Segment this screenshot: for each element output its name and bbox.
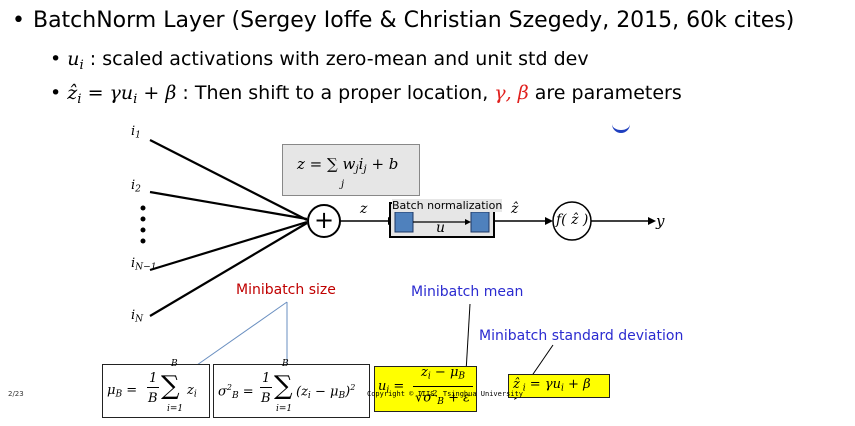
input-label-2: i2 — [131, 178, 141, 195]
sub-bullet-1: • ui : scaled activations with zero-mean… — [50, 48, 589, 73]
blue-mark — [612, 122, 630, 133]
variance-equation: σ2B = 1 B B ∑ i=1 (zi − μB)2 — [213, 359, 370, 418]
ellipsis-dot — [140, 205, 146, 211]
mean-equation: μB = 1 B B ∑ i=1 zi — [102, 359, 210, 418]
activation-label: f( ẑ ) — [556, 212, 589, 228]
minibatch-mean-label: Minibatch mean — [411, 284, 524, 300]
copyright-text: Copyright © IIIS, Tsinghua University — [367, 390, 523, 398]
bullet-dot-icon: • — [12, 8, 25, 33]
bn-node-right — [470, 211, 490, 233]
main-bullet-text: BatchNorm Layer (Sergey Ioffe & Christia… — [32, 8, 795, 33]
batch-norm-title: Batch normalization — [392, 199, 503, 212]
plus-icon: + — [314, 206, 335, 234]
shift-equation: ẑ i = γui + β — [508, 374, 610, 398]
input-label-1: i1 — [131, 124, 141, 141]
input-line-1 — [149, 139, 308, 221]
sub-bullet-2-text-end: are parameters — [528, 82, 682, 104]
minibatch-std-label: Minibatch standard deviation — [479, 328, 684, 344]
ellipsis-dot — [140, 227, 146, 233]
input-label-n-1: iN−1 — [131, 256, 157, 273]
u-symbol: ui — [67, 48, 84, 73]
z-label: z — [360, 201, 368, 217]
ellipsis-dot — [140, 216, 146, 222]
size-pointer-1 — [186, 301, 288, 373]
zhat-formula: ẑi = γui + β — [67, 82, 177, 107]
bullet-dot-icon: • — [50, 82, 68, 104]
input-line-3 — [149, 220, 308, 272]
arrow-head-icon — [545, 217, 553, 225]
bn-node-left — [394, 211, 414, 233]
input-line-2 — [149, 190, 308, 221]
sub-bullet-2-text: : Then shift to a proper location, — [176, 82, 495, 104]
sub-bullet-1-text: : scaled activations with zero-mean and … — [83, 48, 589, 70]
mean-pointer — [465, 303, 471, 373]
z-formula-index: j — [341, 179, 345, 190]
normalize-equation: ui = zi − μB √σ2B + ε — [374, 365, 477, 412]
u-label: u — [436, 220, 446, 236]
sub-bullet-2: • ẑi = γui + β : Then shift to a proper … — [50, 82, 682, 107]
output-label: y — [656, 212, 665, 230]
arrow-head-icon — [648, 217, 656, 225]
params-symbols: γ, β — [494, 82, 529, 104]
ellipsis-dot — [140, 238, 146, 244]
bullet-dot-icon: • — [50, 48, 68, 70]
arrow-head-icon — [465, 219, 471, 225]
main-bullet: • BatchNorm Layer (Sergey Ioffe & Christi… — [12, 8, 794, 33]
input-label-n: iN — [131, 308, 144, 325]
z-formula-box: z = ∑ wjij + b j — [282, 144, 420, 196]
input-line-4 — [149, 222, 308, 317]
minibatch-size-label: Minibatch size — [236, 282, 336, 298]
page-number: 2/23 — [8, 390, 24, 398]
zhat-label: ẑ — [511, 201, 519, 217]
